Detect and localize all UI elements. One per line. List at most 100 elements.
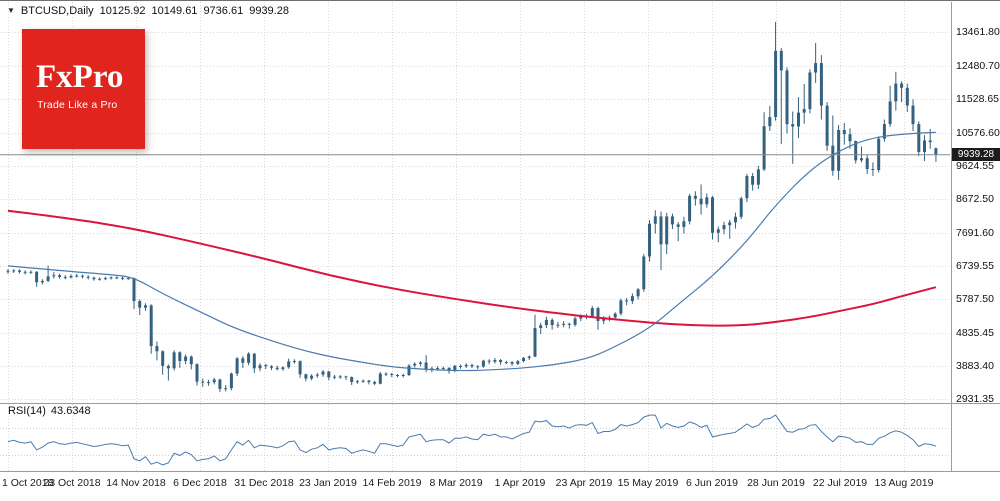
candle xyxy=(18,269,21,274)
candle xyxy=(12,269,16,273)
candle xyxy=(224,385,228,392)
price-tick-label: 5787.50 xyxy=(956,293,994,305)
candle xyxy=(682,216,686,234)
price-tick-label: 12480.70 xyxy=(956,60,1000,72)
candle xyxy=(86,275,90,280)
price-tick-label: 8672.50 xyxy=(956,193,994,205)
candle xyxy=(98,277,102,281)
candle xyxy=(281,366,285,371)
candle xyxy=(121,276,125,281)
candle xyxy=(882,119,886,142)
candle xyxy=(333,375,336,380)
candle xyxy=(865,155,869,174)
slow-ma-line xyxy=(7,209,937,327)
rsi-value: 43.6348 xyxy=(50,405,91,417)
candle xyxy=(734,212,737,229)
candle xyxy=(401,373,405,378)
candle xyxy=(138,299,142,316)
candle xyxy=(854,140,858,164)
candle xyxy=(40,279,44,285)
price-axis[interactable]: 13461.80 12480.70 11528.65 10576.60 9624.55 8… xyxy=(952,1,1000,471)
price-tick-label: 13461.80 xyxy=(956,26,1000,38)
candle xyxy=(762,112,766,172)
candle xyxy=(218,378,222,393)
candle xyxy=(292,359,296,364)
candle xyxy=(407,364,411,376)
candle xyxy=(115,276,119,280)
candle xyxy=(573,316,577,327)
candle xyxy=(722,221,726,235)
candle xyxy=(310,374,314,381)
date-label: 6 Jun 2019 xyxy=(686,477,738,489)
rsi-line xyxy=(7,414,937,466)
candle xyxy=(481,359,485,368)
candle xyxy=(92,276,96,281)
candle xyxy=(75,273,79,278)
fxpro-logo: FxPro Trade Like a Pro xyxy=(22,29,145,149)
candle xyxy=(499,359,503,365)
price-tick-label: 10576.60 xyxy=(956,127,1000,139)
fast-ma-line xyxy=(7,131,936,372)
candle xyxy=(774,22,778,121)
candle xyxy=(562,321,566,328)
candle xyxy=(355,379,359,384)
candle xyxy=(848,128,852,149)
candle xyxy=(212,377,216,385)
candle xyxy=(258,363,262,372)
date-label: 1 Oct 2018 xyxy=(2,477,54,489)
candle xyxy=(905,83,909,112)
candle xyxy=(235,357,239,376)
candle xyxy=(894,71,898,111)
candle xyxy=(201,378,205,387)
candle xyxy=(344,375,348,380)
candle xyxy=(751,172,755,191)
candle xyxy=(361,379,365,383)
candle xyxy=(35,271,39,287)
candle xyxy=(207,379,210,386)
candle xyxy=(544,316,548,328)
price-tick-label: 7691.60 xyxy=(956,227,994,239)
date-label: 23 Oct 2018 xyxy=(43,477,101,489)
candle xyxy=(917,121,921,157)
candle xyxy=(29,270,33,274)
candle xyxy=(819,55,823,120)
candle xyxy=(493,357,497,364)
date-label: 23 Apr 2019 xyxy=(555,477,613,489)
date-label: 15 May 2019 xyxy=(617,477,679,489)
price-tick-label: 11528.65 xyxy=(956,93,1000,105)
candle xyxy=(705,193,709,208)
candle xyxy=(275,365,279,371)
rsi-name: RSI(14) xyxy=(8,405,46,417)
candle xyxy=(132,277,136,310)
price-tick-label: 3883.40 xyxy=(956,360,994,372)
candle xyxy=(241,356,245,368)
time-axis[interactable]: 1 Oct 2018 23 Oct 2018 14 Nov 2018 6 Dec 20… xyxy=(0,471,1000,501)
candle xyxy=(298,360,302,378)
candle xyxy=(172,350,176,371)
candle xyxy=(825,102,829,151)
candle xyxy=(378,371,382,385)
candle xyxy=(149,304,153,354)
grid-layer xyxy=(0,2,950,471)
candle xyxy=(642,254,646,292)
price-tick-label: 9624.55 xyxy=(956,160,994,172)
candle xyxy=(808,69,812,114)
candle xyxy=(166,364,170,381)
candle xyxy=(487,359,491,365)
candle xyxy=(625,298,629,306)
candle xyxy=(842,123,846,145)
candle xyxy=(459,364,462,369)
candle xyxy=(665,212,669,255)
candle xyxy=(533,314,537,358)
candle xyxy=(418,361,422,367)
candle xyxy=(390,372,394,378)
candle xyxy=(567,322,571,329)
candle xyxy=(745,173,749,203)
candle xyxy=(350,376,354,386)
date-label: 1 Apr 2019 xyxy=(494,477,546,489)
candle xyxy=(270,365,273,371)
candle xyxy=(470,363,474,368)
candle xyxy=(229,372,233,391)
candle xyxy=(699,184,703,215)
